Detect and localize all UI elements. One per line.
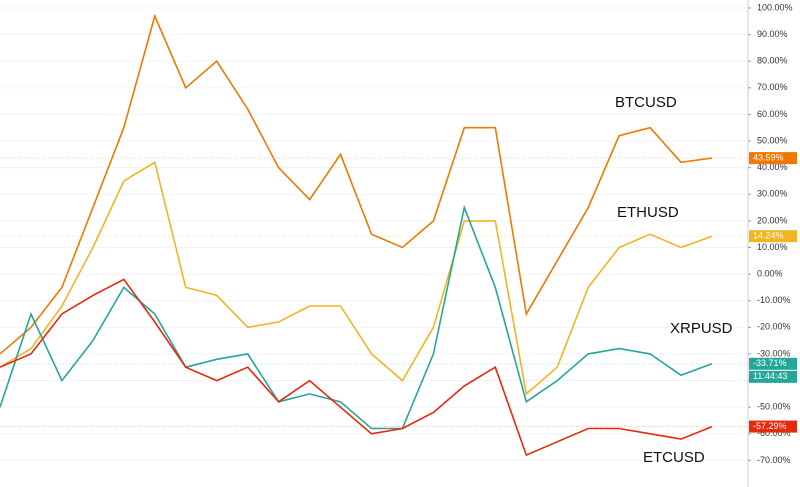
y-tick-label: 20.00% [757,215,788,225]
price-tag [749,357,797,370]
y-tick-label: -60.00% [757,428,791,438]
y-tick-label: 60.00% [757,109,788,119]
series-line [0,204,713,430]
y-tick-label: -20.00% [757,322,791,332]
price-tag [749,230,797,243]
price-tag [749,420,797,433]
y-tick-label: -50.00% [757,402,791,412]
series-label: BTCUSD [615,94,677,111]
y-tick-label: 100.00% [757,2,793,12]
y-tick-label: -10.00% [757,295,791,305]
y-tick-label: 50.00% [757,135,788,145]
series-label: ETHUSD [617,204,679,221]
series-line [0,13,713,355]
price-tag-label: 43.59% [753,152,784,162]
series-line [0,161,713,396]
series-label: ETCUSD [643,449,705,466]
series-line [0,278,713,457]
y-tick-label: 80.00% [757,56,788,66]
y-tick-label: 70.00% [757,82,788,92]
countdown-label: 11:44:43 [753,371,787,381]
price-tag-label: 14.24% [753,231,784,241]
y-tick-label: 10.00% [757,242,788,252]
countdown-tag [749,370,797,383]
price-tag [749,152,797,165]
y-tick-label: 90.00% [757,29,788,39]
price-tag-label: -57.29% [753,421,787,431]
y-tick-label: 0.00% [757,268,783,278]
y-tick-label: 40.00% [757,162,788,172]
y-tick-label: -30.00% [757,348,791,358]
y-tick-label: 30.00% [757,189,788,199]
series-label: XRPUSD [670,320,733,337]
price-tag-label: -33.71% [753,358,787,368]
y-tick-label: -70.00% [757,455,791,465]
